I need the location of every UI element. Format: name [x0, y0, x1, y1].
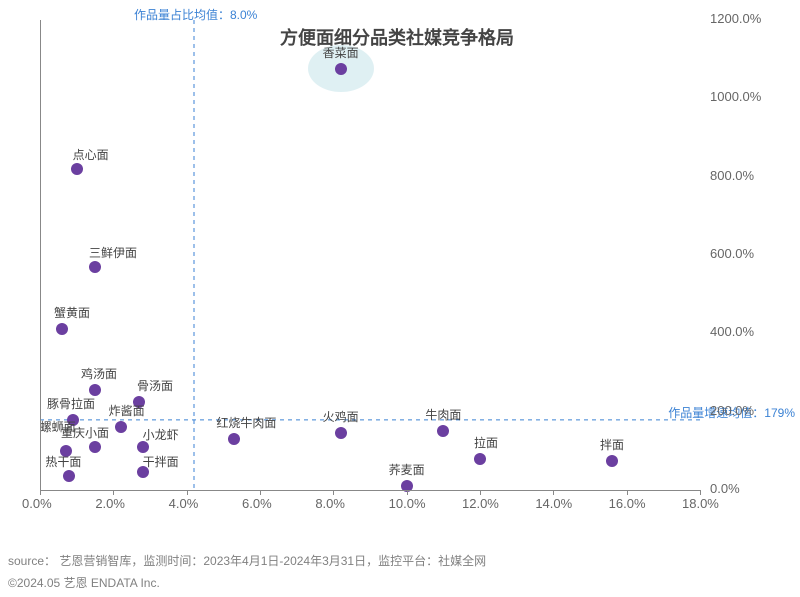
x-tick-label: 16.0%: [609, 496, 646, 511]
data-point-label: 牛肉面: [425, 406, 461, 423]
x-axis-line: [40, 490, 700, 491]
data-point-label: 蟹黄面: [54, 304, 90, 321]
data-point: [63, 470, 75, 482]
data-point: [71, 163, 83, 175]
x-tick-label: 10.0%: [389, 496, 426, 511]
data-point: [89, 441, 101, 453]
y-tick-label: 1000.0%: [710, 89, 761, 104]
chart-container: 方便面细分品类社媒竞争格局 作品量占比均值：8.0% 作品量增速均值：179% …: [0, 0, 800, 597]
data-point-label: 热干面: [45, 453, 81, 470]
data-point-label: 香菜面: [323, 44, 359, 61]
ref-x-label: 作品量占比均值：8.0%: [134, 6, 257, 23]
y-axis-line: [40, 20, 41, 490]
data-point: [89, 261, 101, 273]
data-point-label: 红烧牛肉面: [216, 414, 276, 431]
data-point: [606, 455, 618, 467]
data-point: [474, 453, 486, 465]
data-point-label: 骨汤面: [137, 377, 173, 394]
y-tick-label: 1200.0%: [710, 11, 761, 26]
data-point: [56, 323, 68, 335]
data-point-label: 三鲜伊面: [89, 244, 137, 261]
data-point: [335, 63, 347, 75]
data-point-label: 干拌面: [143, 453, 179, 470]
x-tick-label: 8.0%: [315, 496, 345, 511]
x-tick-label: 6.0%: [242, 496, 272, 511]
data-point-label: 火鸡面: [323, 408, 359, 425]
data-point-label: 拌面: [600, 436, 624, 453]
x-tick-label: 18.0%: [682, 496, 719, 511]
data-point-label: 鸡汤面: [81, 365, 117, 382]
footer-copyright: ©2024.05 艺恩 ENDATA Inc.: [8, 574, 160, 591]
data-point-label: 炸酱面: [109, 402, 145, 419]
x-tick-label: 2.0%: [95, 496, 125, 511]
y-tick-label: 0.0%: [710, 481, 740, 496]
x-tick-label: 4.0%: [169, 496, 199, 511]
data-point: [437, 425, 449, 437]
x-tick-label: 14.0%: [535, 496, 572, 511]
data-point: [115, 421, 127, 433]
footer-source: source： 艺恩营销智库，监测时间：2023年4月1日-2024年3月31日…: [8, 552, 486, 569]
data-point: [335, 427, 347, 439]
y-tick-label: 600.0%: [710, 246, 754, 261]
y-tick-label: 800.0%: [710, 168, 754, 183]
x-tick-label: 12.0%: [462, 496, 499, 511]
data-point-label: 螺蛳面: [40, 418, 76, 435]
data-point-label: 拉面: [474, 434, 498, 451]
data-point-label: 豚骨拉面: [47, 395, 95, 412]
y-tick-label: 400.0%: [710, 324, 754, 339]
y-tick-label: 200.0%: [710, 403, 754, 418]
data-point-label: 荞麦面: [389, 461, 425, 478]
x-tick-label: 0.0%: [22, 496, 52, 511]
data-point: [228, 433, 240, 445]
data-point-label: 点心面: [73, 146, 109, 163]
data-point-label: 小龙虾: [143, 426, 179, 443]
ref-y-label: 作品量增速均值：179%: [550, 404, 795, 421]
